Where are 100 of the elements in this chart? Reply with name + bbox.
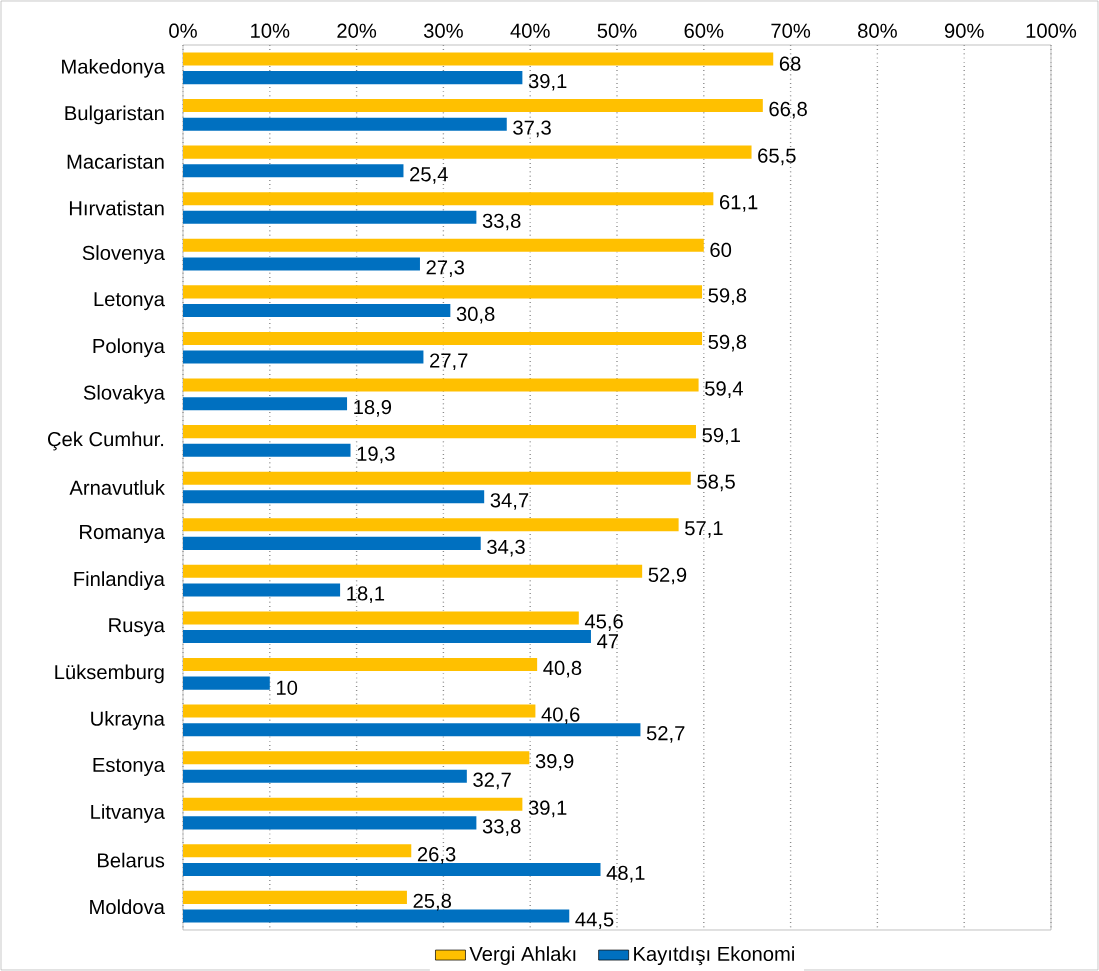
y-tick-label: Finlandiya <box>74 571 165 591</box>
legend-label: Kayıtdışı Ekonomi <box>634 946 794 966</box>
data-label: 27,7 <box>430 353 468 371</box>
bar <box>183 425 696 439</box>
y-tick-label: Polonya <box>93 338 165 358</box>
data-label: 52,9 <box>648 567 687 585</box>
x-tick-label: 60% <box>684 23 724 38</box>
bar <box>183 350 424 364</box>
bar <box>183 397 348 411</box>
bar <box>183 844 412 858</box>
bar <box>183 285 703 299</box>
data-label: 59,8 <box>708 288 747 305</box>
y-tick-label: Makedonya <box>62 58 165 78</box>
bar <box>183 99 763 113</box>
y-tick-label: Letonya <box>94 292 165 311</box>
bar <box>183 751 530 765</box>
data-label: 58,5 <box>697 474 735 492</box>
data-label: 39,1 <box>528 800 567 818</box>
data-label: 39,1 <box>528 73 567 91</box>
bar <box>183 676 270 690</box>
bar <box>183 518 679 532</box>
data-label: 47 <box>597 634 619 649</box>
data-label: 34,3 <box>487 539 525 557</box>
x-tick-label: 70% <box>771 23 811 38</box>
y-tick-label: Litvanya <box>91 804 165 823</box>
y-tick-label: Arnavutluk <box>69 480 165 495</box>
data-label: 66,8 <box>769 101 807 119</box>
data-label: 30,8 <box>456 306 495 324</box>
data-label: 60 <box>710 242 732 258</box>
data-label: 18,9 <box>354 399 392 417</box>
data-label: 18,1 <box>347 586 385 603</box>
data-label: 59,4 <box>705 381 743 399</box>
data-label: 33,8 <box>482 213 521 231</box>
legend-label: Vergi Ahlakı <box>469 946 576 966</box>
data-label: 40,6 <box>541 707 580 725</box>
x-tick-label: 100% <box>1026 23 1077 38</box>
x-tick-label: 40% <box>510 23 550 38</box>
data-label: 52,7 <box>646 726 685 743</box>
bar <box>183 583 341 597</box>
bar <box>183 238 704 252</box>
bar <box>183 564 643 578</box>
data-label: 40,8 <box>543 660 582 678</box>
bar <box>183 303 451 318</box>
data-label: 34,7 <box>490 493 529 510</box>
data-label: 33,8 <box>482 819 521 836</box>
data-label: 25,4 <box>410 167 448 184</box>
data-label: 59,8 <box>708 334 747 352</box>
data-label: 44,5 <box>575 912 614 929</box>
y-tick-label: Çek Cumhur. <box>47 431 164 451</box>
bar <box>183 862 601 876</box>
bar <box>183 471 691 485</box>
bar <box>183 797 523 811</box>
bar <box>183 704 536 718</box>
data-label: 27,3 <box>426 260 465 277</box>
bar <box>183 210 477 224</box>
y-tick-label: Rusya <box>109 618 165 637</box>
y-tick-label: Romanya <box>80 525 165 544</box>
data-label: 48,1 <box>606 865 645 883</box>
data-label: 57,1 <box>685 521 723 538</box>
bar <box>183 192 714 206</box>
y-tick-label: Estonya <box>93 757 165 777</box>
data-label: 10 <box>276 680 298 695</box>
bar <box>183 490 485 504</box>
x-tick-label: 20% <box>337 23 377 38</box>
bar <box>183 331 703 345</box>
bar <box>183 769 467 783</box>
x-tick-label: 30% <box>423 23 463 38</box>
bar <box>183 909 570 923</box>
data-label: 61,1 <box>719 195 758 212</box>
y-tick-label: Macaristan <box>67 154 164 169</box>
y-tick-label: Hırvatistan <box>69 200 164 216</box>
data-label: 39,9 <box>535 753 574 771</box>
data-label: 19,3 <box>357 446 395 464</box>
x-tick-label: 90% <box>944 23 984 38</box>
bar <box>183 611 579 625</box>
data-label: 26,3 <box>417 847 456 864</box>
bar <box>183 443 351 457</box>
bar <box>183 52 774 66</box>
bar <box>183 890 407 904</box>
bar <box>183 536 481 550</box>
data-label: 68 <box>779 56 801 71</box>
bar <box>183 816 477 830</box>
bar <box>183 117 507 131</box>
bar <box>183 164 404 178</box>
data-label: 37,3 <box>513 120 551 138</box>
x-tick-label: 0% <box>169 23 197 38</box>
bar <box>183 71 523 85</box>
bar <box>183 378 699 392</box>
y-tick-label: Slovakya <box>83 384 165 404</box>
data-label: 59,1 <box>702 427 740 445</box>
bar <box>183 657 538 672</box>
data-label: 32,7 <box>473 772 511 790</box>
x-tick-label: 50% <box>597 23 637 38</box>
data-label: 25,8 <box>413 893 452 911</box>
data-label: 65,5 <box>758 148 796 166</box>
bar <box>183 723 641 737</box>
x-tick-label: 10% <box>251 23 290 38</box>
y-tick-label: Lüksemburg <box>55 664 164 684</box>
bar <box>183 145 752 159</box>
x-tick-label: 80% <box>858 23 897 38</box>
